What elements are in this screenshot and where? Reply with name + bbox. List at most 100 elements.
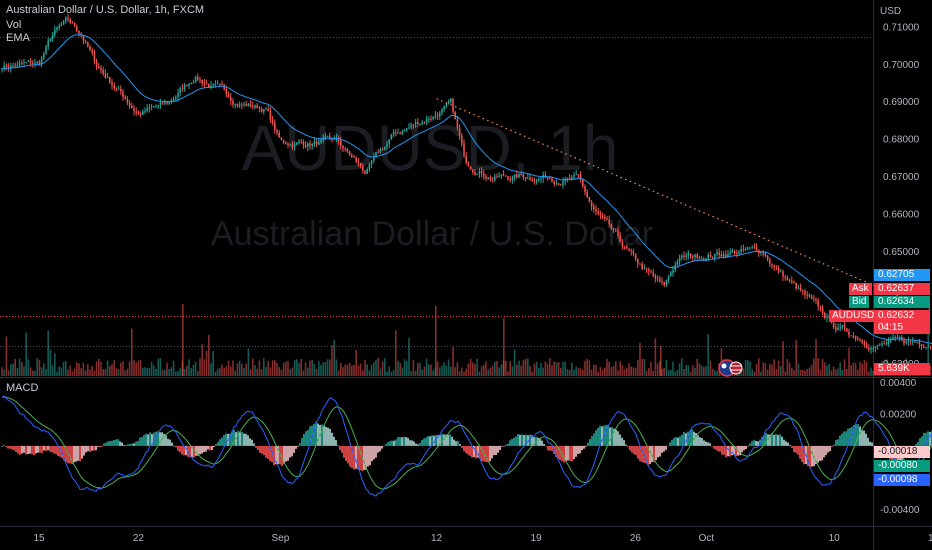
candle-body	[399, 132, 401, 134]
candle-body	[348, 151, 351, 155]
macd-histogram-bar	[325, 426, 327, 446]
candle-body	[82, 35, 85, 41]
candle-body	[925, 347, 927, 349]
candle-body	[265, 108, 267, 110]
macd-histogram-bar	[133, 443, 135, 446]
volume-bar	[364, 359, 366, 376]
volume-bar	[804, 370, 806, 376]
volume-bar	[788, 362, 791, 376]
volume-bar	[667, 370, 670, 376]
candle-body	[395, 132, 397, 134]
volume-bar	[236, 363, 239, 376]
macd-histogram-bar	[271, 445, 273, 463]
macd-histogram-bar	[273, 445, 275, 466]
volume-bar	[854, 363, 857, 376]
candle-body	[428, 119, 430, 120]
volume-bar	[795, 339, 797, 376]
volume-bar	[315, 369, 318, 376]
macd-histogram-bar	[919, 438, 921, 446]
macd-histogram-bar	[9, 445, 11, 449]
chart-title[interactable]: Australian Dollar / U.S. Dollar, 1h, FXC…	[6, 4, 205, 16]
volume-bar	[401, 367, 404, 376]
macd-histogram-bar	[367, 445, 369, 467]
candle-body	[249, 103, 252, 107]
volume-bar	[183, 368, 186, 376]
volume-bar	[454, 367, 456, 376]
volume-bar	[172, 360, 175, 376]
volume-bar	[808, 367, 811, 376]
candle-body	[491, 179, 494, 181]
candle-body	[817, 300, 819, 307]
macd-histogram-bar	[77, 445, 79, 461]
volume-bar	[357, 365, 360, 376]
candle-body	[854, 336, 857, 339]
macd-histogram-bar	[855, 424, 857, 446]
macd-histogram-bar	[131, 443, 133, 446]
macd-histogram-bar	[81, 445, 83, 459]
volume-bar	[144, 367, 146, 376]
volume-bar	[500, 364, 503, 376]
volume-bar	[749, 361, 751, 376]
volume-bar	[588, 360, 591, 376]
volume-bar	[247, 348, 250, 376]
time-axis[interactable]: 1522Sep121926Oct101724Nov	[33, 533, 932, 544]
macd-histogram-bar	[237, 430, 239, 446]
candle-body	[736, 252, 738, 254]
volume-bar	[49, 349, 52, 376]
australia-flag-icon[interactable]	[718, 359, 743, 377]
volume-bar	[203, 359, 206, 376]
candle-body	[447, 101, 450, 103]
volume-bar	[480, 366, 483, 376]
candle-body	[826, 317, 828, 318]
candle-body	[883, 343, 885, 345]
volume-bar	[709, 360, 712, 376]
candle-body	[617, 230, 619, 236]
macd-histogram-bar	[699, 437, 701, 446]
macd-indicator-label[interactable]: MACD	[6, 382, 39, 394]
candle-body	[267, 108, 269, 112]
volume-bar	[249, 369, 252, 376]
macd-histogram-bar	[433, 435, 435, 446]
candle-body	[751, 246, 753, 248]
volume-bar	[241, 363, 243, 376]
macd-histogram-bar	[165, 435, 167, 446]
volume-bar	[542, 367, 544, 376]
macd-histogram-bar	[667, 445, 669, 447]
volume-bar	[122, 361, 124, 376]
volume-bar	[23, 366, 25, 376]
macd-histogram-bar	[399, 436, 401, 446]
trendline[interactable]	[436, 98, 932, 355]
macd-tick-label: 0.00400	[880, 378, 917, 389]
macd-histogram-bar	[471, 445, 473, 458]
macd-histogram-bar	[655, 445, 657, 461]
macd-histogram-bar	[193, 445, 195, 458]
candle-body	[678, 257, 681, 262]
volume-bar	[681, 358, 683, 376]
macd-histogram-bar	[869, 441, 871, 446]
macd-histogram-bar	[545, 445, 547, 447]
macd-histogram-bar	[835, 440, 837, 446]
candle-body	[102, 70, 104, 74]
volume-bar	[762, 362, 764, 376]
volume-bar	[568, 369, 571, 376]
volume-bar	[659, 360, 661, 376]
macd-histogram-bar	[707, 442, 709, 446]
volume-bar	[403, 359, 406, 376]
macd-histogram-bar	[333, 436, 335, 446]
volume-bar	[619, 361, 621, 376]
macd-histogram-bar	[323, 425, 325, 446]
volume-bar	[309, 360, 311, 376]
candle-body	[10, 66, 12, 69]
macd-axis[interactable]: 0.00400 0.00200 -0.00400	[880, 378, 920, 516]
candle-body	[755, 247, 758, 251]
macd-histogram-bar	[491, 445, 493, 459]
volume-indicator-label[interactable]: Vol	[6, 19, 22, 31]
volume-bar	[478, 371, 481, 376]
volume-bar	[769, 363, 771, 376]
candle-body	[630, 250, 632, 252]
ema-indicator-label[interactable]: EMA	[6, 32, 30, 44]
bid-value-tag: 0.62634	[874, 296, 930, 308]
macd-histogram-bar	[393, 440, 395, 446]
macd-histogram-bar	[413, 441, 415, 446]
